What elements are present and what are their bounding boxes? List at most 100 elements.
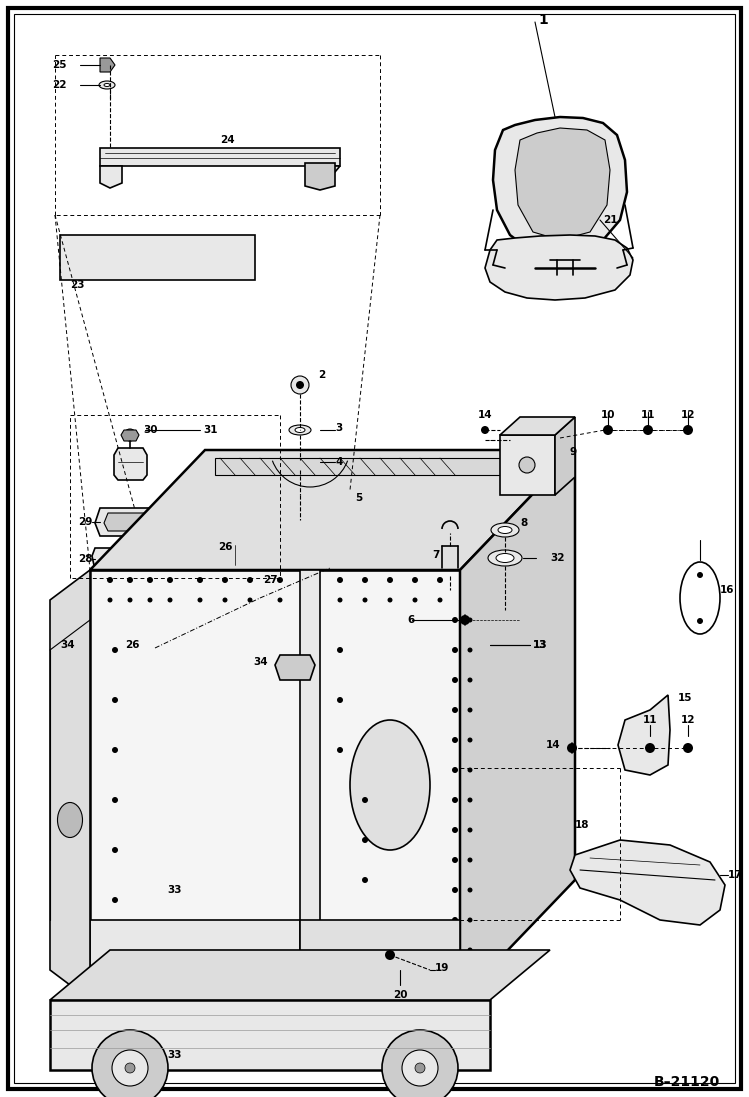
Text: 31: 31 [203,425,217,436]
Circle shape [147,577,153,583]
Polygon shape [90,920,300,970]
Polygon shape [215,459,565,475]
Text: 24: 24 [220,135,234,145]
Circle shape [338,598,342,602]
Polygon shape [493,117,627,255]
Text: 18: 18 [575,819,589,830]
Polygon shape [90,570,460,1000]
Ellipse shape [488,550,522,566]
Circle shape [567,743,577,753]
Circle shape [277,598,282,602]
Circle shape [337,697,343,703]
Polygon shape [104,513,162,531]
Circle shape [412,577,418,583]
Circle shape [467,887,473,893]
Circle shape [452,887,458,893]
Circle shape [247,583,253,588]
Polygon shape [92,548,188,570]
Circle shape [452,677,458,683]
Text: 19: 19 [435,963,449,973]
Polygon shape [515,128,610,240]
Circle shape [167,577,173,583]
Circle shape [247,577,253,583]
Circle shape [382,1030,458,1097]
Polygon shape [485,235,633,299]
Text: 8: 8 [520,518,527,528]
Circle shape [643,425,653,436]
Circle shape [277,577,283,583]
Text: 33: 33 [168,885,182,895]
Circle shape [467,647,473,653]
Circle shape [519,457,535,473]
Circle shape [467,858,473,862]
Text: 28: 28 [78,554,92,564]
Ellipse shape [58,803,82,837]
Polygon shape [90,635,130,665]
Text: 2: 2 [318,370,325,380]
Polygon shape [60,235,255,280]
Circle shape [362,577,368,583]
Text: 4: 4 [335,457,342,467]
Circle shape [452,827,458,833]
Ellipse shape [289,520,311,530]
Circle shape [127,432,133,438]
Ellipse shape [148,638,162,657]
Circle shape [437,598,443,602]
Text: 13: 13 [533,640,548,651]
Circle shape [337,747,343,753]
Polygon shape [114,448,147,480]
Circle shape [362,877,368,883]
Text: 14: 14 [478,410,492,420]
Circle shape [222,577,228,583]
Text: 22: 22 [52,80,67,90]
Circle shape [242,577,258,593]
Circle shape [437,577,443,583]
Circle shape [112,1050,148,1086]
Circle shape [697,618,703,624]
Text: 12: 12 [681,410,695,420]
Polygon shape [275,655,315,680]
Circle shape [467,708,473,712]
Ellipse shape [289,460,311,470]
Circle shape [108,598,112,602]
Text: 16: 16 [720,585,735,595]
Polygon shape [121,430,139,441]
Polygon shape [100,58,115,72]
Circle shape [467,678,473,682]
Text: 13: 13 [533,640,548,651]
Ellipse shape [99,81,115,89]
Circle shape [452,917,458,923]
Circle shape [697,572,703,578]
Circle shape [247,598,252,602]
Circle shape [413,598,417,602]
Circle shape [385,950,395,960]
Circle shape [107,577,113,583]
Polygon shape [305,490,355,532]
Text: 17: 17 [728,870,742,880]
Circle shape [112,747,118,753]
Circle shape [112,697,118,703]
Text: B–21120: B–21120 [654,1075,720,1089]
Circle shape [112,897,118,903]
Polygon shape [500,417,575,436]
Text: 12: 12 [681,715,695,725]
Circle shape [452,706,458,713]
Polygon shape [95,508,170,536]
Text: 11: 11 [640,410,655,420]
Circle shape [112,947,118,953]
Ellipse shape [496,554,514,563]
Polygon shape [500,436,555,495]
Circle shape [467,827,473,833]
Circle shape [683,743,693,753]
Circle shape [363,598,368,602]
Polygon shape [100,166,122,188]
Circle shape [222,598,228,602]
Circle shape [452,617,458,623]
Text: 30: 30 [143,425,157,436]
Text: 21: 21 [603,215,617,225]
Text: 26: 26 [218,542,232,552]
Circle shape [481,426,489,434]
Circle shape [92,1030,168,1097]
Text: 7: 7 [432,550,440,559]
Ellipse shape [498,527,512,533]
